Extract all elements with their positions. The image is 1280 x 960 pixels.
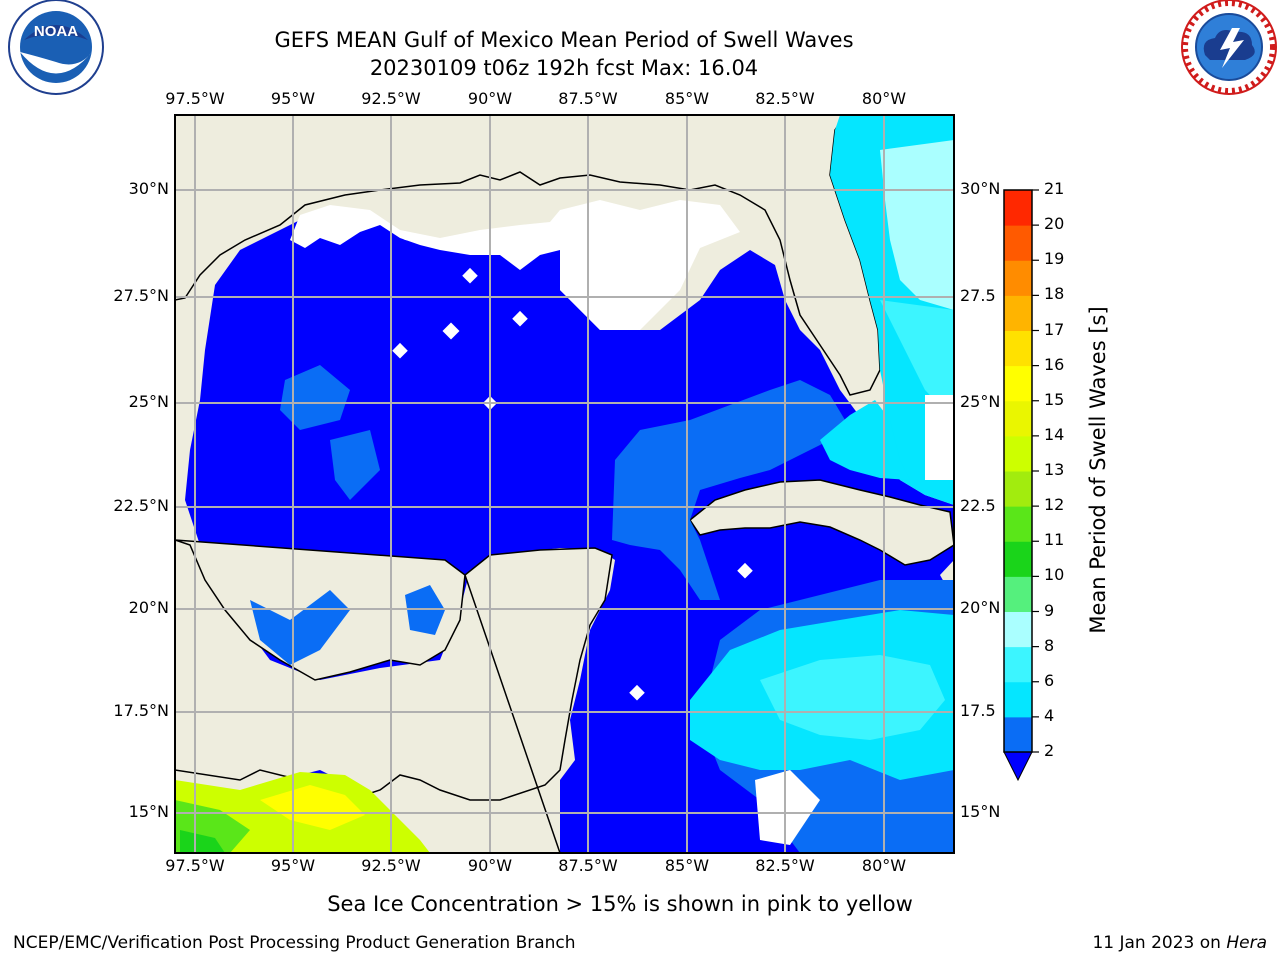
colorbar-tick-label: 13	[1044, 460, 1065, 479]
footer-host: Hera	[1226, 933, 1267, 953]
y-tick-label: 25°N	[128, 392, 169, 411]
colorbar-tick-label: 18	[1044, 284, 1065, 304]
no-data-patch	[925, 395, 954, 480]
x-tick-label: 82.5°W	[755, 856, 815, 875]
map-frame	[174, 114, 955, 854]
sea-ice-note: Sea Ice Concentration > 15% is shown in …	[327, 892, 913, 916]
colorbar-tick-label: 12	[1044, 495, 1065, 515]
x-tick-label: 95°W	[270, 856, 316, 875]
colorbar-segment	[1004, 576, 1032, 612]
caribbean-light	[760, 655, 945, 740]
colorbar-segment	[1004, 716, 1032, 753]
colorbar-tick-label: 6	[1044, 670, 1055, 690]
title-line1: GEFS MEAN Gulf of Mexico Mean Period of …	[274, 28, 854, 52]
y-tick-label-right: 30°N	[960, 179, 1001, 198]
colorbar-segment	[1004, 435, 1032, 472]
pacific-swell-bright-green	[180, 830, 225, 853]
grid-lines	[175, 115, 954, 853]
x-tick-label: 90°W	[467, 89, 513, 108]
no-data-dot	[512, 310, 528, 327]
colorbar-extend-arrow	[1003, 751, 1033, 782]
colorbar-segment	[1004, 611, 1032, 648]
colorbar-tick-label: 21	[1044, 179, 1065, 198]
x-tick-label: 97.5°W	[165, 89, 225, 108]
no-data-yucatan	[755, 770, 820, 845]
atlantic-pale	[880, 140, 954, 310]
no-data-dot	[629, 684, 645, 701]
y-tick-label-right: 22.5	[960, 496, 996, 515]
x-tick-label: 85°W	[664, 89, 710, 108]
y-tick-label: 30°N	[128, 179, 169, 198]
colorbar-tick-label: 17	[1044, 319, 1065, 339]
y-tick-label: 22.5°N	[113, 496, 169, 515]
colorbar-segment	[1004, 295, 1032, 331]
x-tick-label: 92.5°W	[361, 89, 421, 108]
no-data-dot	[442, 322, 460, 340]
colorbar-tick-label: 2	[1044, 741, 1055, 760]
colorbar-segment	[1004, 541, 1032, 577]
x-tick-label: 80°W	[861, 856, 907, 875]
cuba-land	[688, 479, 954, 566]
map-area	[175, 115, 954, 853]
colorbar-segment	[1004, 365, 1032, 402]
y-tick-label: 20°N	[128, 598, 169, 617]
colorbar-segment	[1004, 190, 1032, 226]
x-tick-label: 87.5°W	[558, 89, 618, 108]
x-tick-label: 87.5°W	[558, 856, 618, 875]
footer-date-text: 11 Jan 2023 on	[1092, 933, 1227, 953]
atlantic-light	[880, 300, 954, 420]
pacific-swell-yellow	[260, 785, 365, 830]
noaa-center-text: NOAA	[34, 23, 78, 40]
colorbar-segment	[1004, 681, 1032, 718]
x-tick-label: 95°W	[270, 89, 316, 108]
colorbar-tick-label: 10	[1044, 565, 1065, 585]
colorbar-segment	[1004, 225, 1032, 261]
gulf-blob-1	[280, 365, 350, 430]
x-tick-label: 80°W	[861, 89, 907, 108]
nws-logo-icon	[1181, 0, 1277, 95]
no-data-dot	[392, 342, 408, 359]
y-tick-label-right: 27.5	[960, 286, 996, 305]
colorbar-tick-label: 20	[1044, 214, 1065, 234]
colorbar-segment	[1004, 260, 1032, 296]
title-line2: 20230109 t06z 192h fcst Max: 16.04	[369, 56, 759, 80]
colorbar-tick-label: 19	[1044, 249, 1065, 269]
x-tick-label: 92.5°W	[361, 856, 421, 875]
colorbar-tick-label: 14	[1044, 424, 1065, 444]
colorbar-tick-label: 15	[1044, 389, 1065, 409]
swell-region-cyan	[820, 400, 910, 480]
y-tick-label-right: 25°N	[960, 392, 1001, 411]
colorbar-segment	[1004, 506, 1032, 542]
colorbar-tick-label: 11	[1044, 530, 1065, 550]
colorbar-segment	[1004, 646, 1032, 683]
no-data-dot	[737, 562, 753, 579]
swell-region-mid	[612, 380, 845, 600]
colorbar-segment	[1004, 400, 1032, 437]
colorbar-tick-label: 16	[1044, 354, 1065, 374]
colorbar-tick-label: 9	[1044, 600, 1055, 620]
y-tick-label: 15°N	[128, 802, 169, 821]
x-tick-label: 85°W	[664, 856, 710, 875]
no-data-dot	[462, 267, 478, 284]
x-tick-label: 97.5°W	[165, 856, 225, 875]
colorbar-segment	[1004, 471, 1032, 507]
y-tick-label-right: 20°N	[960, 598, 1001, 617]
noaa-logo-icon: NOAA	[8, 0, 104, 95]
y-tick-label-right: 15°N	[960, 802, 1001, 821]
colorbar-label: Mean Period of Swell Waves [s]	[1086, 306, 1110, 634]
colorbar	[1003, 189, 1039, 782]
footer-credit: NCEP/EMC/Verification Post Processing Pr…	[13, 933, 576, 953]
x-tick-label: 82.5°W	[755, 89, 815, 108]
gulf-blob-2	[330, 430, 380, 500]
x-tick-label: 90°W	[467, 856, 513, 875]
colorbar-segment	[1004, 330, 1032, 367]
footer-date: 11 Jan 2023 on Hera	[1092, 933, 1267, 953]
colorbar-tick-label: 4	[1044, 705, 1055, 725]
y-tick-label: 17.5°N	[113, 701, 169, 720]
y-tick-label: 27.5°N	[113, 286, 169, 305]
colorbar-tick-label: 8	[1044, 635, 1055, 655]
y-tick-label-right: 17.5	[960, 701, 996, 720]
